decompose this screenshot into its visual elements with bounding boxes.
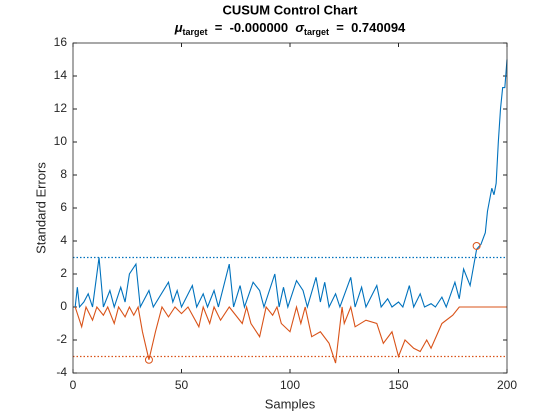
- y-tick-label: 8: [60, 167, 67, 181]
- x-tick-label: 150: [388, 378, 408, 392]
- mu-value: = -0.000000: [208, 20, 296, 35]
- violation-marker: [144, 355, 153, 364]
- x-tick-label: 50: [175, 378, 189, 392]
- y-tick-label: 12: [54, 101, 68, 115]
- y-tick-label: 16: [54, 35, 68, 49]
- x-tick-label: 200: [497, 378, 517, 392]
- y-tick-label: 10: [54, 134, 68, 148]
- y-axis-label: Standard Errors: [33, 162, 48, 254]
- cusum-line: [74, 59, 508, 310]
- y-tick-label: 0: [60, 299, 67, 313]
- y-tick-label: -2: [56, 332, 67, 346]
- y-tick-label: 4: [60, 233, 67, 247]
- mu-sub: target: [183, 27, 208, 37]
- y-tick-label: 6: [60, 200, 67, 214]
- x-tick-label: 0: [70, 378, 77, 392]
- violation-marker: [472, 241, 481, 250]
- sigma-value: = 0.740094: [329, 20, 406, 35]
- x-tick-label: 100: [280, 378, 300, 392]
- x-axis-label: Samples: [265, 396, 316, 411]
- y-tick-label: -4: [56, 365, 67, 379]
- chart-subtitle: μtarget = -0.000000 σtarget = 0.740094: [174, 20, 406, 37]
- sigma-symbol: σ: [295, 20, 305, 35]
- mu-symbol: μ: [174, 20, 183, 35]
- cusum-line: [74, 304, 507, 364]
- y-tick-label: 14: [54, 68, 68, 82]
- chart-title: CUSUM Control Chart: [222, 2, 358, 17]
- plot-frame: [72, 42, 508, 374]
- y-tick-label: 2: [60, 266, 67, 280]
- sigma-sub: target: [304, 27, 329, 37]
